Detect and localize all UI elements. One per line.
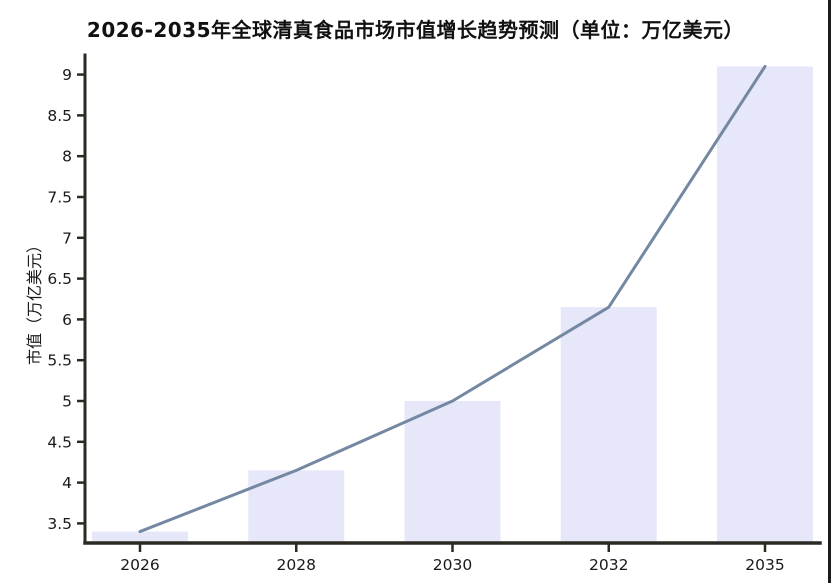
bar-2028 (248, 470, 345, 543)
y-tick-label: 8 (62, 148, 72, 166)
bar-2032 (560, 307, 657, 543)
y-tick-label: 6.5 (47, 270, 72, 288)
y-tick-label: 7.5 (47, 188, 72, 206)
bar-2030 (404, 401, 501, 543)
bar-2035 (717, 66, 813, 544)
x-tick-label: 2032 (589, 556, 628, 574)
image-right-border (828, 0, 831, 583)
x-tick-label: 2028 (277, 556, 316, 574)
y-tick-label: 3.5 (47, 515, 72, 533)
y-tick-label: 7 (62, 229, 72, 247)
y-tick-label: 8.5 (47, 107, 72, 125)
x-tick-label: 2035 (745, 556, 784, 574)
trend-line (138, 64, 767, 534)
y-tick-label: 4 (62, 474, 72, 492)
y-tick-label: 9 (62, 66, 72, 84)
chart-title: 2026-2035年全球清真食品市场市值增长趋势预测（单位：万亿美元） (86, 18, 745, 42)
y-tick-label: 4.5 (47, 433, 72, 451)
y-tick-label: 6 (62, 311, 72, 329)
y-tick-label: 5.5 (47, 352, 72, 370)
x-tick-label: 2026 (120, 556, 159, 574)
y-tick-label: 5 (62, 393, 72, 411)
x-tick-label: 2030 (433, 556, 472, 574)
bar-2026 (92, 531, 188, 543)
